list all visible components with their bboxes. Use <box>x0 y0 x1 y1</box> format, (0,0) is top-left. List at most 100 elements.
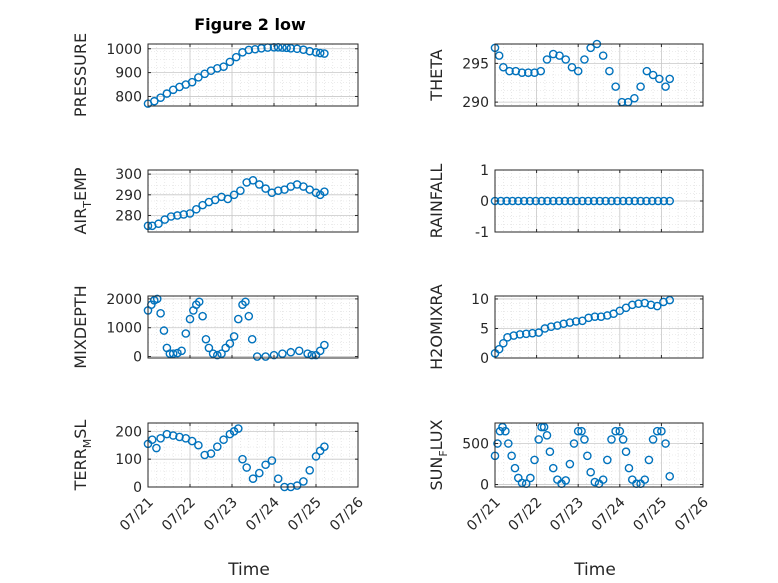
data-point <box>187 77 197 87</box>
data-point <box>636 196 645 206</box>
data-point <box>248 474 258 483</box>
subplot-1: 290 295 THETA <box>427 39 704 111</box>
data-point <box>225 339 235 348</box>
data-point <box>315 346 325 356</box>
data-point <box>261 184 270 193</box>
data-point <box>534 435 543 444</box>
data-point <box>305 46 315 56</box>
data-point <box>250 44 260 54</box>
subplot-4: 0 1000 2000 MIXDEPTH <box>71 285 359 369</box>
data-point <box>621 447 631 457</box>
data-point <box>154 219 163 229</box>
subplot-2: 280 290 300 AIRTEMP <box>71 167 359 235</box>
data-point <box>573 426 583 436</box>
data-point <box>311 452 321 461</box>
data-point <box>652 301 662 311</box>
data-point <box>561 55 571 64</box>
data-point <box>185 314 195 324</box>
data-point <box>618 196 628 206</box>
data-point <box>152 443 161 453</box>
y-tick-label: 1000 <box>106 42 142 58</box>
data-point <box>177 346 186 356</box>
data-point <box>648 435 658 444</box>
data-point <box>191 204 201 214</box>
y-tick-label: 0 <box>480 478 489 494</box>
y-tick-label: 280 <box>115 208 142 224</box>
data-point <box>580 55 589 64</box>
data-point <box>267 456 277 465</box>
data-point <box>257 43 266 53</box>
data-point <box>577 426 586 436</box>
y-axis-label-main: SUN <box>427 457 446 491</box>
data-point <box>231 52 241 62</box>
data-point <box>307 350 317 360</box>
data-point <box>560 196 570 206</box>
data-point <box>603 455 612 465</box>
data-point <box>536 66 546 76</box>
y-tick-label: 200 <box>115 424 142 440</box>
data-point <box>598 51 608 60</box>
data-point <box>537 196 546 206</box>
data-point <box>644 455 654 465</box>
data-point <box>294 346 304 356</box>
y-axis-label-main: TERR <box>71 448 90 491</box>
data-point <box>565 459 575 469</box>
data-point <box>571 317 581 326</box>
data-point <box>217 349 226 358</box>
data-point <box>567 62 577 72</box>
data-point <box>236 186 245 195</box>
y-axis-label: SUNFLUX <box>427 419 450 490</box>
data-point <box>565 318 575 327</box>
data-point <box>642 66 652 76</box>
y-axis-label: MIXDEPTH <box>71 285 90 368</box>
y-axis-label-main: MIXDEPTH <box>71 285 90 368</box>
data-point <box>320 49 329 58</box>
data-point <box>499 62 508 72</box>
data-point <box>521 329 531 339</box>
data-point <box>185 209 195 218</box>
data-point <box>613 196 622 206</box>
data-point <box>504 439 513 448</box>
data-point <box>233 424 243 433</box>
data-point <box>311 48 321 57</box>
data-point <box>311 188 321 198</box>
data-point <box>519 196 529 206</box>
data-point <box>173 211 182 220</box>
data-point <box>569 439 579 448</box>
data-point <box>537 422 546 432</box>
data-point <box>252 352 262 361</box>
data-point <box>566 196 576 206</box>
data-point <box>244 311 254 321</box>
data-point <box>555 51 564 60</box>
data-point <box>545 447 555 457</box>
data-point <box>320 340 329 350</box>
data-point <box>661 439 670 448</box>
data-point <box>238 454 247 464</box>
axes-box <box>494 43 704 107</box>
data-point <box>201 334 211 344</box>
y-axis-label-tail: SL <box>71 420 90 439</box>
y-axis-label: PRESSURE <box>71 33 90 117</box>
y-axis-label-subscript: T <box>81 201 94 209</box>
data-point <box>665 196 675 206</box>
data-point <box>286 347 296 357</box>
data-point <box>607 435 616 444</box>
data-point <box>292 44 302 54</box>
data-point <box>647 196 657 206</box>
data-point <box>159 326 169 335</box>
y-tick-label: 1000 <box>106 321 142 337</box>
data-point <box>212 442 222 451</box>
y-tick-label: 800 <box>115 89 142 105</box>
y-tick-label: 0 <box>480 351 489 367</box>
data-point <box>315 48 325 58</box>
data-point <box>542 431 552 440</box>
data-point <box>561 476 571 485</box>
y-axis-label-subscript: F <box>437 450 450 456</box>
axes-box <box>147 422 359 488</box>
y-axis-label-main: RAINFALL <box>427 164 446 239</box>
data-point <box>241 297 250 307</box>
axes-box <box>147 43 359 107</box>
data-point <box>206 449 216 458</box>
data-point <box>212 350 222 360</box>
